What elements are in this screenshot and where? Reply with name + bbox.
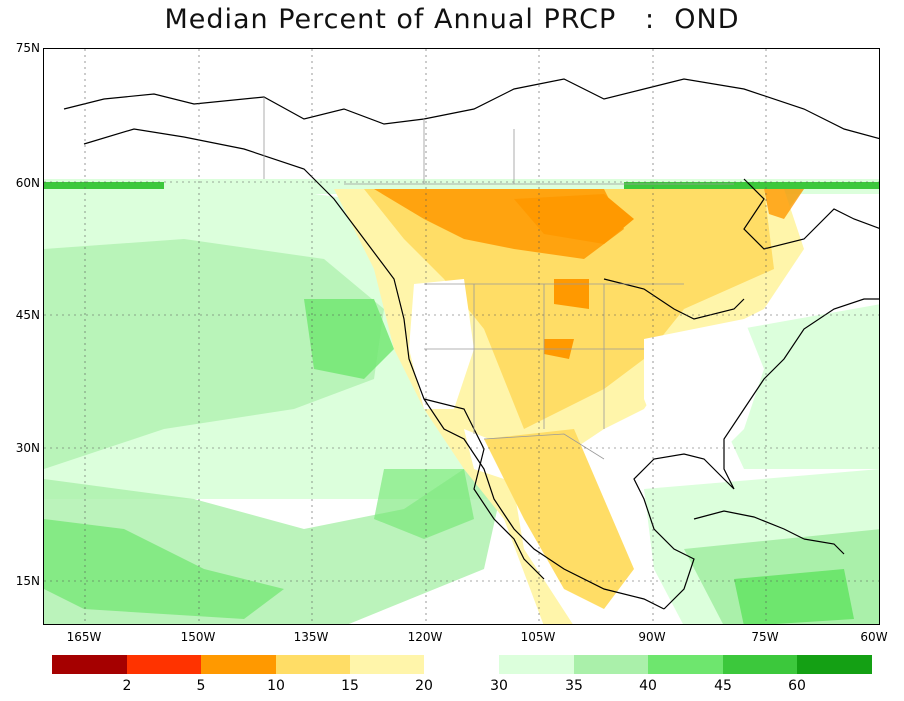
map-title: Median Percent of Annual PRCP : OND — [164, 4, 740, 35]
scale-swatch-wet-2 — [574, 655, 648, 674]
lon-label-150w: 150W — [180, 630, 216, 644]
scale-swatch-wet-3 — [648, 655, 723, 674]
lon-label-165w: 165W — [66, 630, 102, 644]
scale-swatch-dry-1 — [52, 655, 127, 674]
scale-label-5: 5 — [196, 678, 206, 694]
lat-label-45n: 45N — [15, 308, 40, 322]
scale-swatch-dry-3 — [201, 655, 276, 674]
scale-label-30: 30 — [490, 678, 508, 694]
scale-label-2: 2 — [122, 678, 132, 694]
scale-label-20: 20 — [415, 678, 433, 694]
lat-label-75n: 75N — [15, 41, 40, 55]
scale-swatch-wet-1 — [499, 655, 574, 674]
lon-label-75w: 75W — [751, 630, 779, 644]
lon-label-135w: 135W — [293, 630, 329, 644]
lat-label-30n: 30N — [15, 441, 40, 455]
lon-label-60w: 60W — [860, 630, 888, 644]
scale-swatch-dry-2 — [127, 655, 201, 674]
lon-label-90w: 90W — [638, 630, 666, 644]
scale-label-60: 60 — [788, 678, 806, 694]
scale-swatch-dry-4 — [276, 655, 350, 674]
scale-label-40: 40 — [639, 678, 657, 694]
scale-swatch-dry-5 — [350, 655, 424, 674]
lat-label-15n: 15N — [15, 574, 40, 588]
scale-label-35: 35 — [565, 678, 583, 694]
scale-swatch-wet-4 — [723, 655, 797, 674]
map-canvas — [44, 49, 879, 624]
scale-label-15: 15 — [341, 678, 359, 694]
scale-swatch-wet-5 — [797, 655, 872, 674]
lon-label-105w: 105W — [520, 630, 556, 644]
lat-label-60n: 60N — [15, 176, 40, 190]
precipitation-map — [43, 48, 880, 625]
scale-label-45: 45 — [714, 678, 732, 694]
lon-label-120w: 120W — [407, 630, 443, 644]
scale-label-10: 10 — [267, 678, 285, 694]
